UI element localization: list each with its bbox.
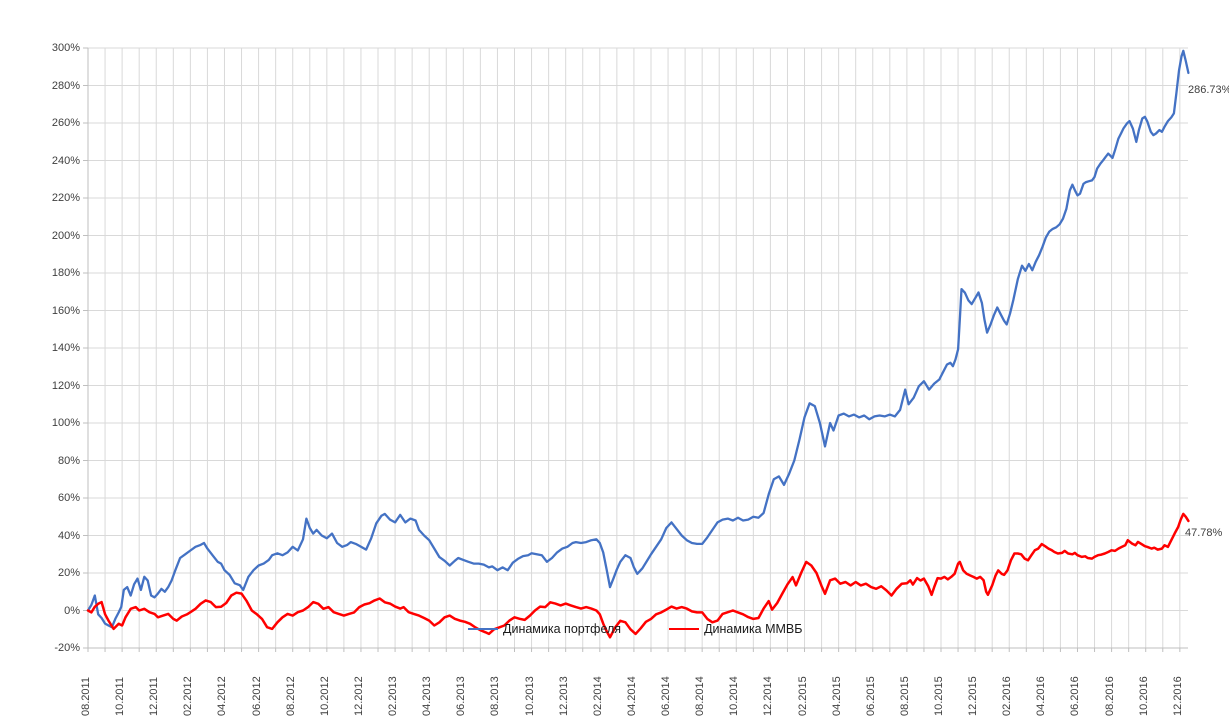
- portfolio-line-swatch: [468, 628, 498, 630]
- x-axis-label: 10.2014: [728, 676, 741, 716]
- x-axis-label: 02.2013: [387, 676, 400, 716]
- y-axis-label: 120%: [51, 379, 80, 392]
- y-axis-label: 180%: [51, 267, 80, 279]
- x-axis-label: 10.2016: [1137, 676, 1150, 716]
- y-axis-label: 20%: [57, 567, 80, 579]
- y-axis-label: 0%: [64, 604, 80, 617]
- y-axis-label: -20%: [54, 642, 80, 654]
- x-axis-label: 10.2015: [933, 676, 945, 716]
- micex-line-swatch: [669, 628, 700, 630]
- y-axis-label: 140%: [51, 342, 80, 354]
- legend-label-micex: Динамика ММВБ: [704, 622, 803, 636]
- x-axis-label: 04.2015: [830, 676, 843, 716]
- legend-item-micex: Динамика ММВБ: [669, 622, 802, 636]
- y-axis-label: 220%: [51, 192, 80, 204]
- y-axis-label: 280%: [51, 79, 80, 92]
- end-label-micex: 47.78%: [1185, 527, 1223, 539]
- y-axis-label: 160%: [51, 304, 80, 317]
- x-axis-label: 08.2015: [898, 676, 911, 716]
- x-axis-label: 12.2011: [148, 677, 161, 716]
- y-axis-label: 100%: [51, 417, 80, 429]
- x-axis-label: 06.2015: [864, 676, 877, 716]
- x-axis-label: 04.2014: [625, 676, 638, 716]
- x-axis-label: 02.2012: [182, 676, 195, 716]
- x-axis-label: 08.2011: [80, 677, 92, 716]
- y-axis-label: 260%: [51, 117, 80, 129]
- portfolio-series-line: [86, 49, 1190, 629]
- x-axis-label: 06.2014: [660, 676, 673, 716]
- end-label-portfolio: 286.73%: [1188, 84, 1229, 96]
- x-axis-label: 08.2012: [284, 676, 297, 716]
- x-axis-label: 04.2012: [216, 676, 229, 716]
- x-axis-label: 10.2012: [318, 676, 331, 716]
- x-axis-label: 08.2013: [489, 676, 502, 716]
- x-axis-label: 10.2011: [114, 677, 127, 716]
- x-axis-label: 12.2016: [1171, 676, 1184, 716]
- x-axis-label: 08.2014: [694, 676, 707, 716]
- y-axis-label: 80%: [57, 454, 80, 467]
- x-axis-label: 02.2016: [1001, 676, 1014, 716]
- x-axis-label: 12.2014: [762, 676, 775, 716]
- x-axis-label: 08.2016: [1103, 676, 1116, 716]
- y-axis-label: 240%: [51, 154, 80, 167]
- legend-label-portfolio: Динамика портфеля: [503, 622, 622, 636]
- x-axis-label: 12.2015: [967, 676, 980, 716]
- x-axis-label: 06.2012: [250, 676, 263, 716]
- x-axis-label: 12.2012: [352, 676, 365, 716]
- x-axis-label: 04.2016: [1035, 676, 1048, 716]
- x-axis-label: 04.2013: [421, 676, 434, 716]
- legend-item-portfolio: Динамика портфеля: [468, 622, 621, 636]
- x-axis-label: 10.2013: [523, 676, 536, 716]
- legend: Динамика портфеля Динамика ММВБ: [468, 622, 802, 636]
- y-axis-label: 60%: [57, 492, 80, 504]
- x-axis-label: 02.2015: [796, 676, 809, 716]
- y-axis-label: 200%: [51, 229, 80, 242]
- x-axis-label: 12.2013: [557, 676, 570, 716]
- x-axis-label: 02.2014: [591, 676, 604, 716]
- x-axis-label: 06.2016: [1069, 676, 1082, 716]
- y-axis-label: 300%: [51, 42, 80, 54]
- micex-series-line: [86, 512, 1190, 639]
- x-axis-label: 06.2013: [455, 676, 468, 716]
- y-axis-label: 40%: [57, 529, 80, 542]
